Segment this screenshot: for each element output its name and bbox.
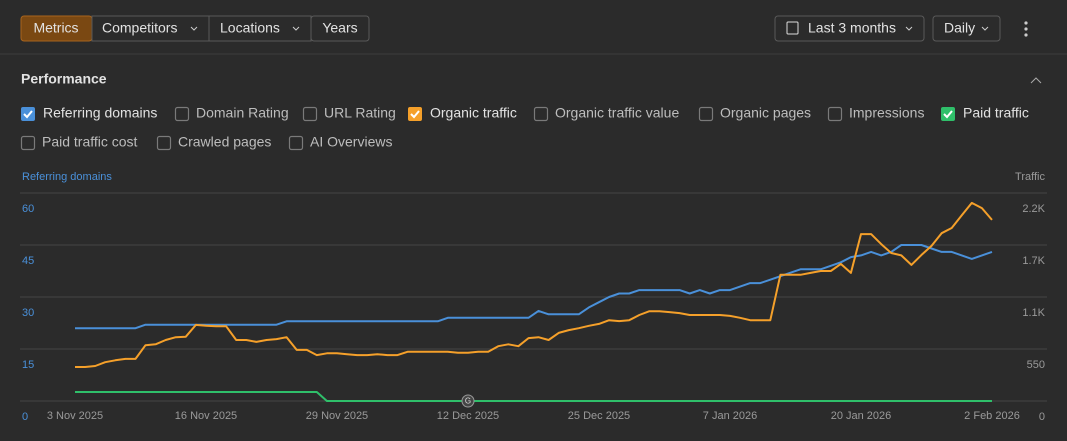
checkbox-label[interactable]: Impressions [849, 105, 924, 121]
checkbox-label[interactable]: Crawled pages [178, 134, 271, 150]
collapse[interactable] [1030, 77, 1042, 84]
tab[interactable]: Metrics [33, 20, 78, 36]
check [410, 110, 420, 119]
checkbox[interactable] [698, 106, 714, 122]
checkbox-checked[interactable] [408, 107, 422, 121]
tab[interactable] [91, 15, 210, 42]
x-tick-label: 29 Nov 2025 [306, 410, 368, 422]
x-tick-label: 7 Jan 2026 [703, 410, 757, 422]
checkbox[interactable] [20, 135, 36, 151]
annotation: G [465, 397, 471, 406]
chevron [981, 26, 989, 31]
y-tick-label: 30 [22, 307, 34, 319]
x-tick-label: 3 Nov 2025 [47, 410, 103, 422]
y-tick-label: 0 [22, 411, 28, 423]
y-tick-label: 15 [22, 359, 34, 371]
x-tick-label: 20 Jan 2026 [831, 410, 892, 422]
y2-tick-label: 550 [1027, 359, 1045, 371]
checkbox[interactable] [302, 106, 318, 122]
chevron [292, 26, 300, 31]
interval-button[interactable] [932, 15, 1001, 42]
tab[interactable]: Years [322, 20, 357, 36]
series-line [75, 201, 993, 368]
annotation-marker[interactable] [461, 394, 475, 408]
y-axis-title: Referring domains [22, 171, 112, 183]
check [943, 110, 953, 119]
checkbox[interactable] [288, 135, 304, 151]
chevron [190, 26, 198, 31]
tab[interactable] [310, 15, 370, 42]
checkbox[interactable] [174, 106, 190, 122]
series-line [75, 244, 993, 330]
checkbox-label[interactable]: Domain Rating [196, 105, 289, 121]
y2-tick-label: 2.2K [1022, 203, 1045, 215]
checkbox-label[interactable]: URL Rating [324, 105, 396, 121]
checkbox-label[interactable]: AI Overviews [310, 134, 392, 150]
series-line [75, 391, 992, 402]
menu-icon[interactable] [1024, 21, 1028, 37]
y2-axis-title: Traffic [1015, 171, 1045, 183]
checkbox-checked[interactable] [21, 107, 35, 121]
x-tick-label: 12 Dec 2025 [437, 410, 499, 422]
x-tick-label: 16 Nov 2025 [175, 410, 237, 422]
y2-tick-label: 0 [1039, 411, 1045, 423]
checkbox-label[interactable]: Organic traffic value [555, 105, 679, 121]
legend-label[interactable]: Referring domains [43, 105, 157, 121]
tab[interactable]: Locations [220, 20, 280, 36]
checkbox-checked[interactable] [941, 107, 955, 121]
calendar-icon [786, 21, 799, 35]
y-tick-label: 45 [22, 255, 34, 267]
chevron [905, 26, 913, 31]
x-tick-label: 2 Feb 2026 [964, 410, 1020, 422]
section-title: Performance [21, 71, 107, 87]
y2-tick-label: 1.1K [1022, 307, 1045, 319]
checkbox[interactable] [827, 106, 843, 122]
x-tick-label: 25 Dec 2025 [568, 410, 630, 422]
check [23, 110, 33, 119]
checkbox[interactable] [156, 135, 172, 151]
checkbox[interactable] [533, 106, 549, 122]
legend-label[interactable]: Organic traffic [430, 105, 517, 121]
y-tick-label: 60 [22, 203, 34, 215]
range[interactable]: Last 3 months [808, 20, 896, 36]
checkbox-label[interactable]: Organic pages [720, 105, 811, 121]
tab[interactable]: Competitors [102, 20, 177, 36]
interval[interactable]: Daily [944, 20, 975, 36]
checkbox-label[interactable]: Paid traffic cost [42, 134, 138, 150]
y2-tick-label: 1.7K [1022, 255, 1045, 267]
range-button[interactable] [774, 15, 925, 42]
legend-label[interactable]: Paid traffic [963, 105, 1029, 121]
